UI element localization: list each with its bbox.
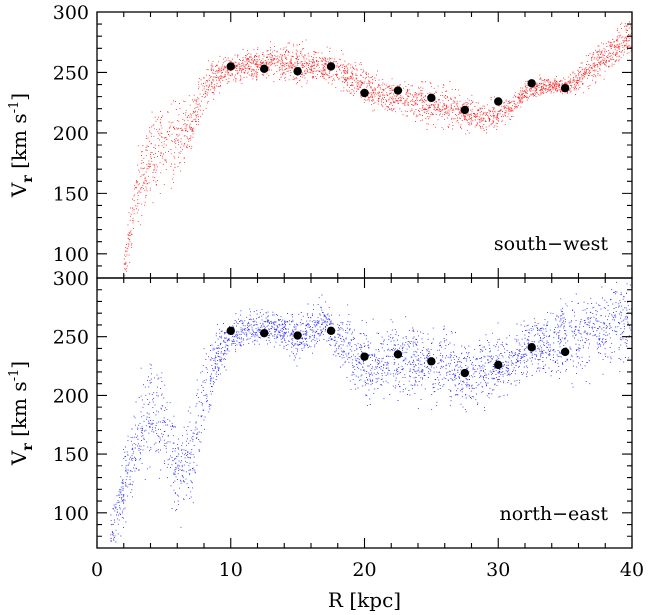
bottom-ytick-labels: 100 150 200 250 300 — [53, 268, 89, 525]
bottom-ytick-label: 300 — [53, 268, 89, 290]
top-ytick-label: 150 — [53, 183, 89, 205]
top-ytick-label: 100 — [53, 244, 89, 266]
top-binned-point — [393, 86, 403, 95]
bottom-binned-point — [293, 331, 302, 340]
bottom-binned-point — [427, 357, 436, 366]
top-ytick-label: 200 — [53, 123, 89, 145]
bottom-binned-point — [259, 328, 269, 338]
top-binned-point — [527, 79, 536, 88]
bottom-ytick-label: 150 — [53, 444, 89, 466]
top-binned-point — [360, 88, 369, 98]
top-binned-point — [427, 93, 436, 103]
top-ytick-label: 300 — [53, 2, 89, 24]
top-binned-point — [226, 62, 235, 71]
top-binned-point — [259, 64, 269, 74]
top-scatter-cloud — [123, 21, 632, 277]
xtick-label: 40 — [620, 559, 644, 581]
bottom-binned-point — [494, 360, 503, 370]
bottom-ytick-label: 200 — [53, 385, 89, 407]
top-y-axis-label: Vr [km s-1] — [7, 93, 36, 198]
top-panel-label: south−west — [494, 233, 608, 255]
bottom-y-axis-label: Vr [km s-1] — [7, 361, 36, 466]
top-binned-points — [226, 62, 570, 115]
top-binned-point — [560, 83, 570, 93]
xtick-label: 0 — [91, 559, 103, 581]
bottom-panel-label: north−east — [499, 503, 608, 525]
bottom-binned-point — [326, 326, 336, 336]
top-binned-point — [293, 67, 302, 76]
bottom-panel: 100 150 200 250 300 0 10 20 30 40 north−east Vr … — [7, 268, 644, 612]
bottom-binned-point — [226, 326, 235, 336]
xtick-label: 20 — [352, 559, 376, 581]
xtick-label: 10 — [219, 559, 243, 581]
bottom-binned-point — [460, 368, 470, 378]
top-ytick-labels: 100 150 200 250 300 — [53, 2, 89, 266]
x-axis-label: R [kpc] — [328, 588, 401, 612]
bottom-binned-points — [226, 326, 570, 378]
bottom-binned-point — [360, 352, 369, 361]
bottom-xtick-labels: 0 10 20 30 40 — [91, 559, 644, 581]
bottom-binned-point — [393, 350, 403, 359]
top-ytick-label: 250 — [53, 62, 89, 84]
xtick-label: 30 — [486, 559, 510, 581]
bottom-binned-point — [527, 343, 536, 352]
bottom-ticks — [96, 277, 633, 549]
bottom-ytick-label: 250 — [53, 327, 89, 349]
bottom-binned-point — [560, 347, 570, 357]
top-binned-point — [494, 97, 503, 106]
top-binned-point — [326, 62, 336, 71]
bottom-ytick-label: 100 — [53, 503, 89, 525]
top-panel: 100 150 200 250 300 south−west Vr [km s-1] — [7, 2, 633, 279]
bottom-scatter-cloud — [110, 281, 632, 543]
top-binned-point — [460, 105, 470, 115]
